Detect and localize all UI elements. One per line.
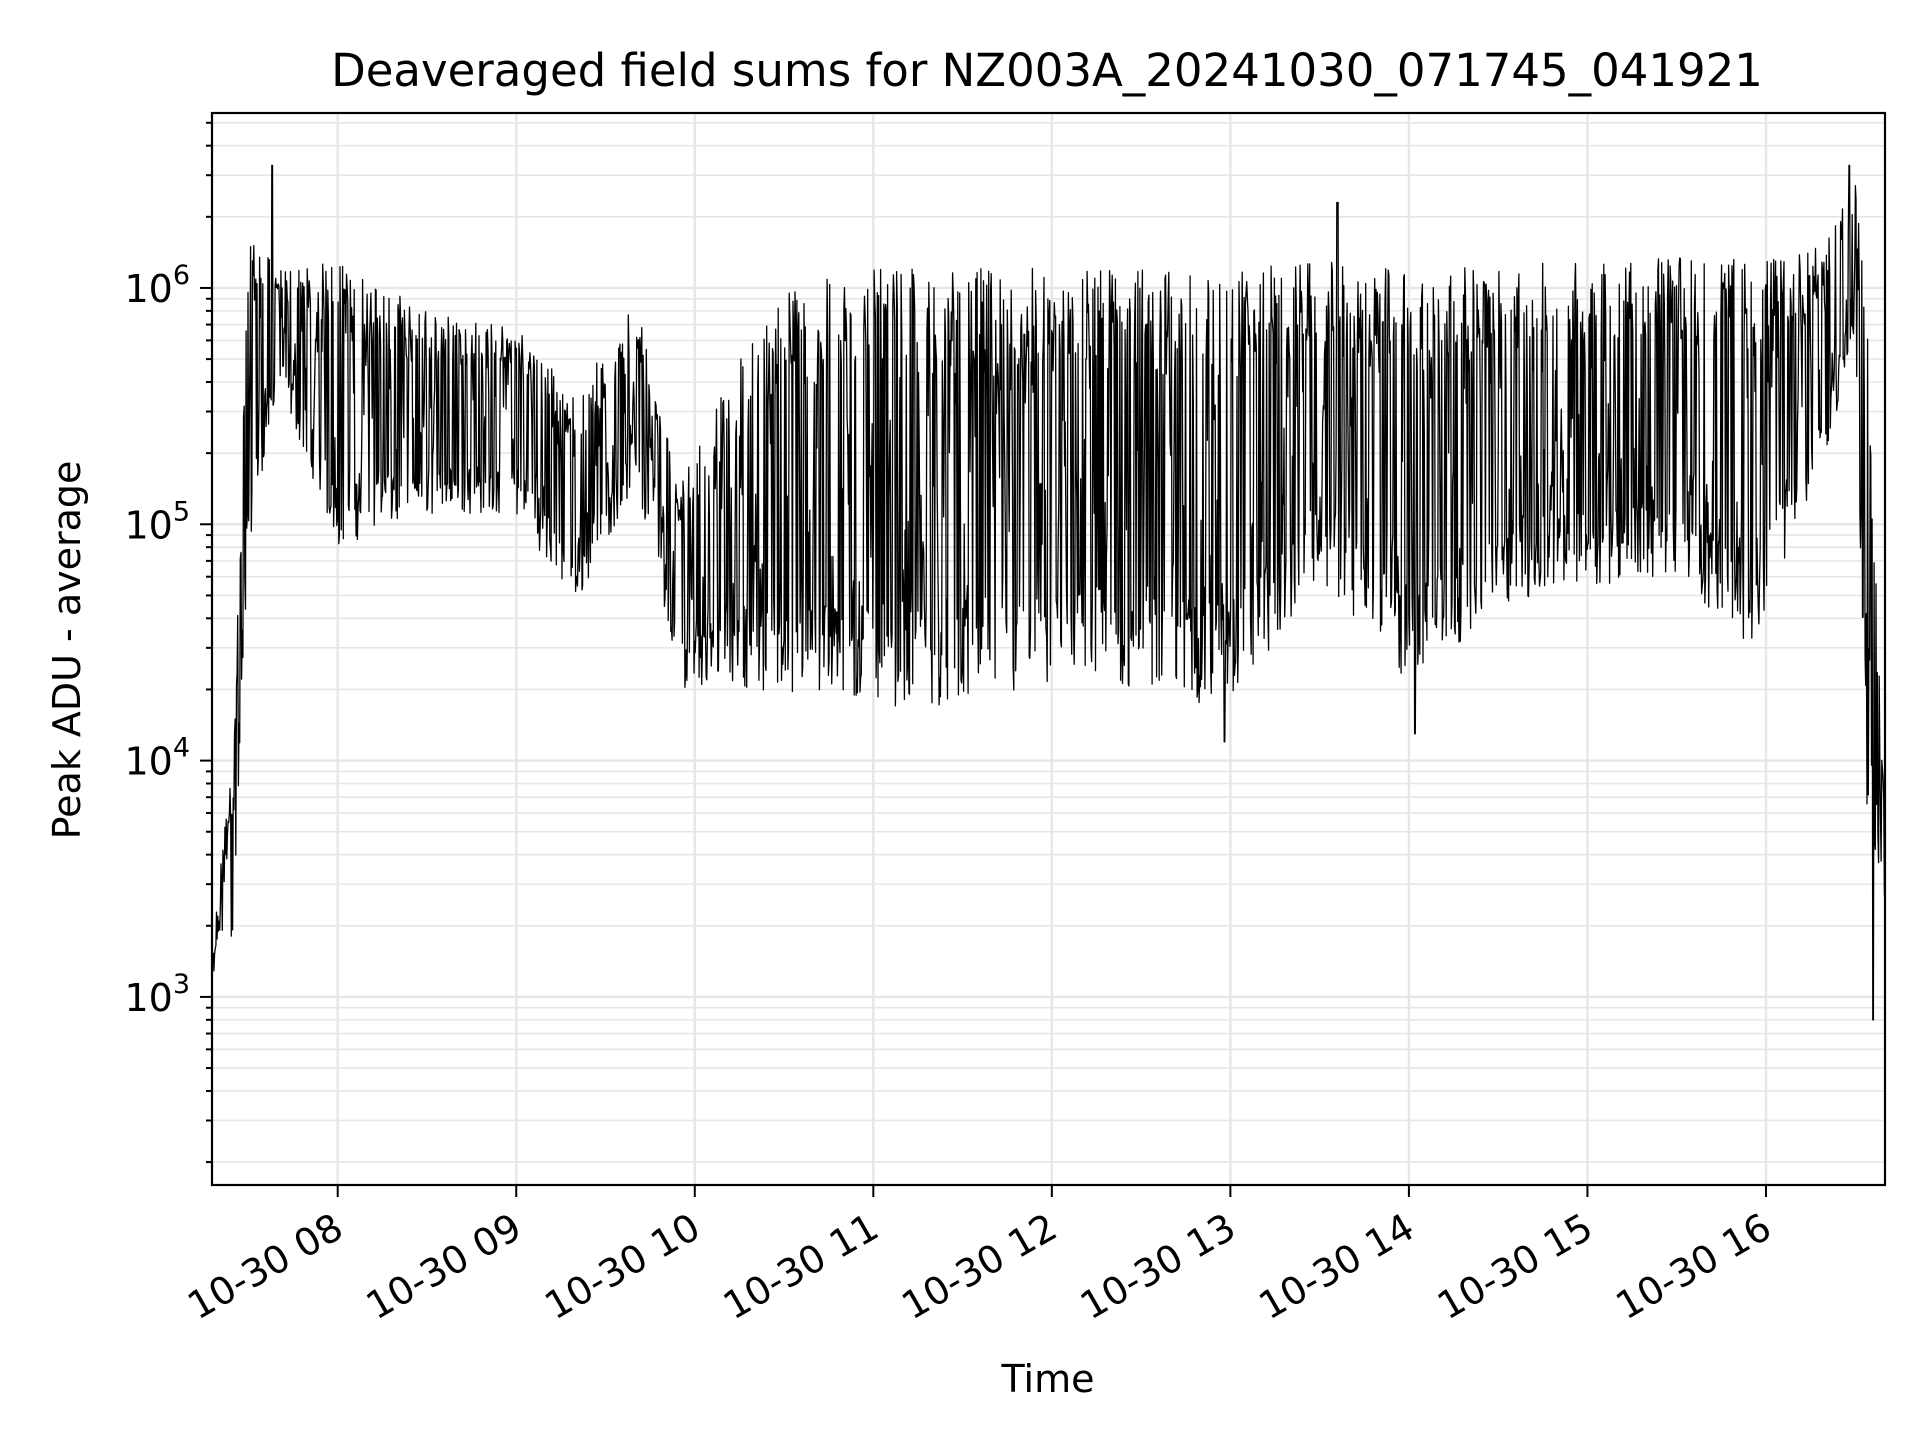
x-tick-label: 10-30 08 <box>180 1205 350 1329</box>
y-tick-label: 103 <box>124 969 190 1020</box>
chart-title: Deaveraged field sums for NZ003A_2024103… <box>331 44 1763 97</box>
x-tick-label: 10-30 15 <box>1430 1205 1600 1329</box>
y-tick-label: 106 <box>124 260 190 311</box>
x-tick-label: 10-30 16 <box>1609 1205 1779 1329</box>
series-line <box>211 164 1886 1021</box>
plot-frame <box>210 111 1887 1187</box>
x-tick-label: 10-30 13 <box>1073 1205 1243 1329</box>
x-axis: 10-30 08 10-30 09 10-30 10 10-30 11 10-30 12… <box>180 1185 1778 1328</box>
grid <box>212 113 1885 1185</box>
x-tick-label: 10-30 12 <box>894 1205 1064 1329</box>
x-tick-label: 10-30 09 <box>359 1205 529 1329</box>
x-tick-label: 10-30 11 <box>716 1205 886 1329</box>
x-tick-label: 10-30 14 <box>1251 1205 1421 1329</box>
x-tick-label: 10-30 10 <box>537 1205 707 1329</box>
x-axis-label: Time <box>1001 1357 1095 1401</box>
y-axis: 103 104 105 106 <box>124 121 212 1164</box>
y-axis-label: Peak ADU - average <box>45 461 89 840</box>
y-tick-label: 105 <box>124 496 190 547</box>
y-tick-label: 104 <box>124 733 190 784</box>
data-series <box>211 164 1886 1021</box>
